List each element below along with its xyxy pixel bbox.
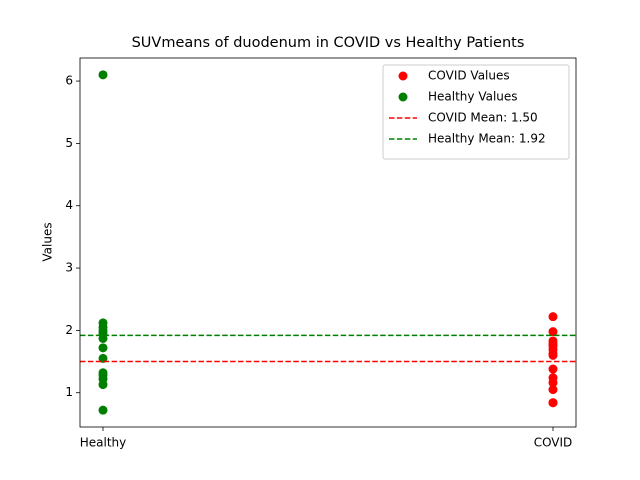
point (98, 380, 108, 390)
point (98, 353, 108, 363)
point (548, 327, 558, 337)
point (548, 312, 558, 322)
legend-box (382, 64, 570, 160)
legend-marker (398, 71, 408, 81)
point (548, 398, 558, 408)
legend-label: COVID Mean: 1.50 (428, 111, 538, 125)
x-tick-label: COVID (534, 436, 573, 450)
x-tick-label: Healthy (80, 436, 127, 450)
y-axis-label: Values (41, 222, 55, 261)
y-tick-label: 5 (65, 136, 73, 150)
axes-frame (79, 57, 577, 428)
legend-marker (398, 92, 408, 102)
point (548, 385, 558, 395)
legend-label: Healthy Mean: 1.92 (428, 132, 546, 146)
y-tick-label: 3 (65, 261, 73, 275)
y-tick-label: 2 (65, 323, 73, 337)
point (548, 350, 558, 360)
chart-title: SUVmeans of duodenum in COVID vs Healthy… (132, 35, 525, 51)
y-tick-label: 4 (65, 198, 73, 212)
point (98, 70, 108, 80)
legend-label: Healthy Values (428, 90, 518, 104)
point (98, 333, 108, 343)
point (98, 343, 108, 353)
point (98, 405, 108, 415)
y-tick-label: 1 (65, 385, 73, 399)
y-tick-label: 6 (65, 74, 73, 88)
point (548, 364, 558, 374)
legend-label: COVID Values (428, 69, 510, 83)
point (548, 378, 558, 388)
